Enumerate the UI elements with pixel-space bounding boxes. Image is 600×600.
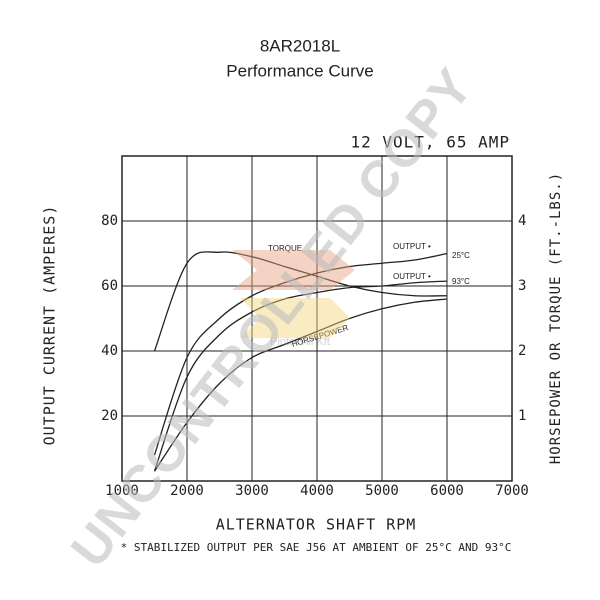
y2-axis-label: HORSEPOWER OR TORQUE (FT.-LBS.) (548, 172, 564, 464)
annotation: OUTPUT • (393, 242, 431, 251)
x-tick-label: 3000 (235, 483, 269, 499)
logo-text: Pinto-Vill Kft (270, 336, 330, 348)
y2-tick-label: 2 (518, 343, 526, 359)
series-line (153, 252, 448, 456)
x-tick-label: 2000 (170, 483, 204, 499)
y2-tick-label: 3 (518, 278, 526, 294)
series-line (153, 280, 448, 472)
annotation: OUTPUT • (393, 272, 431, 281)
x-tick-label: 5000 (365, 483, 399, 499)
logo-chevron (240, 298, 350, 338)
series-line (153, 298, 448, 472)
y-axis-label: OUTPUT CURRENT (AMPERES) (41, 205, 59, 446)
x-tick-label: 4000 (300, 483, 334, 499)
logo-chevron (232, 250, 355, 290)
series-line (153, 251, 448, 352)
logo: Pinto-Vill Kft (232, 250, 355, 348)
rating: 12 VOLT, 65 AMP (351, 133, 511, 152)
series-label: 93°C (452, 277, 470, 286)
y2-tick-label: 4 (518, 213, 526, 229)
x-tick-label: 6000 (430, 483, 464, 499)
y-tick-label: 20 (101, 408, 118, 424)
chart-subtitle: Performance Curve (226, 61, 373, 80)
series-label: TORQUE (268, 244, 302, 253)
x-tick-label: 7000 (495, 483, 529, 499)
watermark: UNCONTROLLED COPY (60, 58, 484, 578)
y-tick-label: 60 (101, 278, 118, 294)
y-tick-label: 80 (101, 213, 118, 229)
x-axis-label: ALTERNATOR SHAFT RPM (216, 516, 417, 534)
y-tick-label: 40 (101, 343, 118, 359)
footnote: * STABILIZED OUTPUT PER SAE J56 AT AMBIE… (121, 541, 512, 554)
series-label: 25°C (452, 251, 470, 260)
chart-title: 8AR2018L (260, 36, 340, 55)
x-tick-label: 1000 (105, 483, 139, 499)
y2-tick-label: 1 (518, 408, 526, 424)
